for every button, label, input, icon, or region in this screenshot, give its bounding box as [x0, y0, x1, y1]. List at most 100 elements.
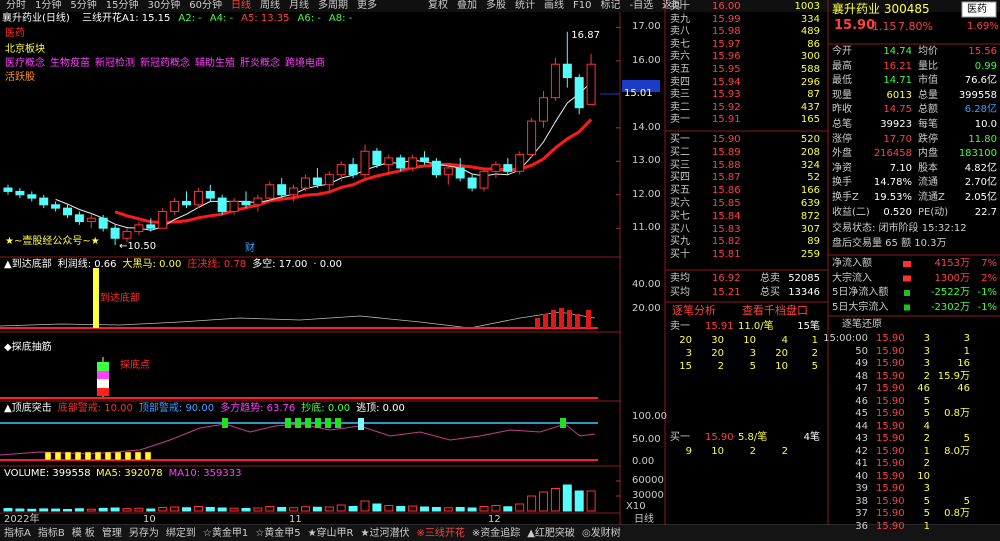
period-tab[interactable]: 5分钟: [70, 0, 97, 11]
total-label: 总买: [760, 287, 780, 298]
trade-index: 47: [855, 383, 868, 394]
trade-index: 37: [855, 508, 868, 519]
volume-bar: [443, 507, 453, 512]
indicator-tab[interactable]: ◎发财树: [581, 528, 621, 539]
indicator-tab[interactable]: ※三线开花: [416, 528, 465, 539]
period-tab[interactable]: 30分钟: [147, 0, 181, 11]
param: A5: 13.35: [241, 13, 290, 24]
stat-label: 外盘: [832, 148, 852, 160]
ask-volume: 296: [800, 76, 820, 88]
queue-average: 11.0/笔: [738, 321, 774, 332]
stat-label: PE(动): [918, 206, 949, 218]
tag: 活跃股: [5, 72, 35, 83]
stat-label: 量比: [918, 60, 938, 72]
concept: 新冠药概念: [140, 58, 190, 69]
trade-index: 42: [855, 445, 868, 457]
indicator-tab[interactable]: ☆黄金甲1: [202, 528, 249, 539]
tool-button[interactable]: 返回: [662, 0, 683, 11]
candle-body: [550, 63, 560, 99]
trade-volume: 4: [923, 420, 930, 432]
candle-body: [146, 224, 156, 229]
bid-volume: 208: [800, 146, 820, 158]
trade-price: 15.90: [876, 445, 905, 457]
bid-price: 15.90: [712, 134, 741, 145]
tool-button[interactable]: 画线: [544, 0, 564, 11]
trade-price: 15.90: [876, 508, 905, 519]
volume-bar: [277, 507, 287, 512]
queue-order: 20: [711, 348, 724, 359]
bid-price: 15.84: [712, 210, 741, 222]
concept: 肝炎概念: [240, 58, 280, 69]
indicator-tab[interactable]: 绑定到: [165, 528, 196, 539]
indicator-tab[interactable]: 管理: [101, 528, 122, 539]
tab-link[interactable]: 查看千档盘口: [742, 304, 808, 317]
indicator-tab[interactable]: ※资金追踪: [471, 528, 521, 539]
flow-indicator: [904, 290, 910, 296]
candle-body: [455, 167, 465, 179]
ask-level: 卖五: [670, 64, 690, 75]
candle-body: [51, 204, 61, 209]
tool-button[interactable]: 统计: [515, 0, 535, 11]
watermark: ★~壹股经公众号~★: [5, 236, 100, 247]
period-tab[interactable]: 分时: [6, 0, 26, 11]
top-block: [358, 418, 364, 430]
period-tab[interactable]: 月线: [288, 0, 309, 11]
period-tab[interactable]: 更多: [356, 0, 377, 11]
queue-order: 3: [685, 348, 692, 359]
bid-volume: 89: [807, 236, 820, 248]
period-tab[interactable]: 15分钟: [105, 0, 139, 11]
period-tab[interactable]: 1分钟: [35, 0, 62, 11]
ma-line: [55, 81, 592, 231]
indicator-tab[interactable]: ▲红肥突破: [527, 528, 575, 539]
flow-label: 大宗流入: [832, 272, 872, 284]
indicator-tab[interactable]: 指标B: [37, 528, 65, 539]
indicator-tab[interactable]: 模 板: [71, 528, 95, 539]
indicator-param: 抄底: 0.00: [301, 403, 351, 414]
volume-bar: [324, 506, 334, 512]
period-tab[interactable]: 日线: [230, 0, 251, 11]
trade-volume: 3: [923, 345, 930, 357]
price-tick-label: 17.00: [632, 21, 661, 33]
queue-order: 20: [775, 348, 788, 359]
tool-button[interactable]: 复权: [428, 0, 448, 11]
flow-pct: 7%: [981, 258, 997, 269]
indicator-tick-label: 40.00: [632, 279, 661, 290]
stat-value: 76.6亿: [964, 75, 997, 87]
indicator-line: [0, 311, 596, 329]
candle-body: [229, 200, 239, 212]
tool-button[interactable]: -自选: [629, 0, 654, 11]
candle-body: [277, 184, 287, 196]
ask-volume: 588: [800, 64, 820, 75]
stat-value: 6.28亿: [964, 104, 997, 116]
period-tab[interactable]: 60分钟: [189, 0, 222, 11]
ask-level: 卖二: [670, 101, 690, 113]
candle-body: [122, 231, 132, 239]
period-tab[interactable]: 多周期: [317, 0, 348, 11]
indicator-tick-label: 100.00: [632, 411, 667, 422]
volume-bar: [205, 507, 215, 512]
signal-bar: [93, 268, 99, 328]
stat-value: 39923: [880, 119, 912, 130]
indicator-tab[interactable]: ☆黄金甲5: [255, 528, 301, 539]
indicator-tab[interactable]: ★穿山甲R: [307, 528, 354, 539]
ask-level: 卖九: [670, 13, 690, 25]
stat-value: 14.75: [883, 104, 912, 116]
tool-button[interactable]: F10: [573, 0, 592, 11]
period-tab[interactable]: 周线: [259, 0, 280, 11]
price-change: 1.15: [872, 20, 897, 33]
ask-level: 卖十: [670, 1, 690, 12]
volume-bar: [86, 508, 96, 512]
tool-button[interactable]: 标记: [600, 0, 621, 11]
indicator-tab[interactable]: ★过河潜伏: [360, 528, 410, 539]
indicator-tab[interactable]: 指标A: [4, 528, 31, 539]
indicator-tab[interactable]: 另存为: [128, 528, 159, 539]
param: A1: 15.15: [122, 13, 171, 24]
tool-button[interactable]: 叠加: [457, 0, 477, 11]
trade-index: 39: [855, 483, 868, 494]
volume-bar: [182, 507, 191, 512]
candle-body: [253, 197, 263, 206]
signal-block: [97, 371, 109, 379]
ask-price: 15.97: [712, 38, 741, 50]
tool-button[interactable]: 多股: [486, 0, 506, 11]
tab-link[interactable]: 逐笔分析: [672, 304, 716, 317]
